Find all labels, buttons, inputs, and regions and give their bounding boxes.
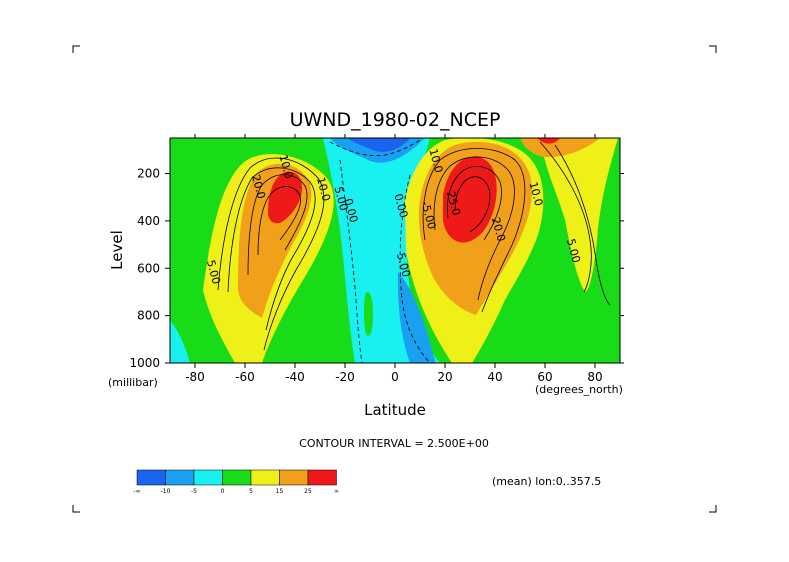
colorbar-level-label: 15	[276, 488, 284, 495]
colorbar-swatch	[307, 469, 337, 486]
contour-interval-text: CONTOUR INTERVAL = 2.500E+00	[299, 437, 489, 450]
contour-label: 20.0	[489, 216, 508, 243]
contour-label: 0.00	[391, 192, 410, 219]
colorbar-level-label: -∞	[133, 488, 140, 495]
colorbar-swatch	[250, 469, 280, 486]
contour-label: 0.00	[341, 197, 360, 224]
band-m10-m5-lower	[397, 272, 436, 363]
x-tick-label: -80	[185, 370, 205, 384]
x-axis: -80 -60 -40 -20 0 20 40 60 80	[185, 134, 603, 384]
plot-area	[170, 138, 620, 363]
colorbar-level-label: -5	[191, 488, 197, 495]
y-tick-label: 200	[137, 167, 160, 181]
x-tick-label: 0	[391, 370, 399, 384]
colorbar-level-label: -10	[161, 488, 171, 495]
colorbar-swatch	[279, 469, 309, 486]
contour-label: 10.0	[526, 180, 545, 207]
band-0-5-island	[364, 292, 373, 336]
y-tick-label: 600	[137, 261, 160, 275]
contour-labels: 10.020.0 10.05.000.005.000.00 -5.005.0010.…	[204, 147, 583, 285]
y-tick-label: 400	[137, 214, 160, 228]
x-tick-label: -20	[335, 370, 355, 384]
x-units-label: (degrees_north)	[535, 383, 623, 396]
contour-label: 5.00	[394, 251, 413, 278]
contour-label: 10.0	[276, 153, 295, 180]
contour-label: 10.0	[426, 147, 445, 174]
y-units-label: (millibar)	[108, 376, 158, 389]
colorbar-level-label: 25	[304, 488, 312, 495]
y-tick-label: 800	[137, 309, 160, 323]
y-axis: 200 400 600 800 1000	[129, 167, 624, 370]
contour-label: 5.00	[331, 185, 350, 212]
mean-lon-note: (mean) lon:0..357.5	[492, 475, 601, 488]
contour-lines	[217, 141, 611, 351]
x-tick-label: 80	[587, 370, 602, 384]
colorbar-swatch	[136, 469, 166, 486]
x-tick-label: -40	[285, 370, 305, 384]
band-gt25-northpole	[537, 138, 560, 144]
contour-label: 5.00	[564, 237, 583, 264]
colorbar-swatch	[222, 469, 252, 486]
colorbar-swatch	[193, 469, 223, 486]
chart-title: UWND_1980-02_NCEP	[290, 109, 501, 131]
y-axis-title: Level	[108, 230, 126, 270]
x-tick-label: 20	[437, 370, 452, 384]
contour-label: 20.0	[249, 173, 268, 200]
band-5-15-northpole	[540, 138, 618, 292]
negative-contours	[329, 139, 431, 363]
contour-label: 25.0	[444, 190, 463, 217]
contour-label: 5.00	[204, 259, 223, 286]
band-gt25-north	[443, 156, 497, 243]
band-gt25-south	[268, 171, 302, 224]
x-axis-title: Latitude	[364, 401, 426, 419]
x-tick-label: 40	[487, 370, 502, 384]
band-15-25-northpole	[520, 138, 600, 158]
colorbar: -∞ -10 -5 0 5 15 25 ∞	[133, 469, 339, 495]
y-tick-label: 1000	[129, 356, 160, 370]
x-tick-label: 60	[537, 370, 552, 384]
colorbar-level-label: 5	[249, 488, 253, 495]
band-m5-0-sw	[170, 320, 190, 363]
x-tick-label: -60	[235, 370, 255, 384]
band-lt-m10-top	[348, 138, 410, 152]
contour-label: 10.0	[314, 176, 333, 203]
colorbar-level-label: ∞	[334, 488, 339, 495]
colorbar-level-label: 0	[221, 488, 225, 495]
colorbar-swatch	[165, 469, 195, 486]
page-corner-marks	[72, 45, 717, 513]
